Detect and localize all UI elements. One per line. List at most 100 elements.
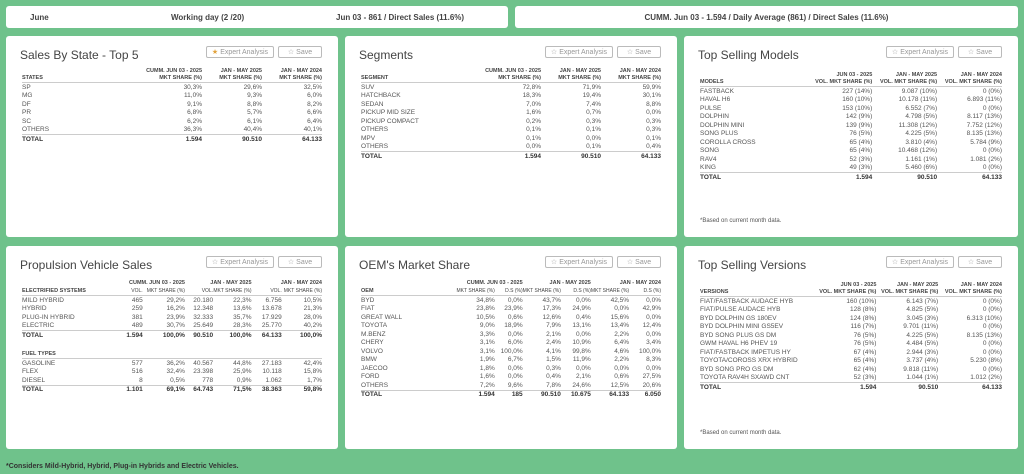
col-header: JAN - MAY 2024 (619, 279, 661, 286)
cell-value: 4.798 (5%) (905, 113, 938, 121)
cell-value: 1.012 (2%) (970, 374, 1002, 382)
cell-value: 69,1% (142, 384, 185, 394)
cell-value: 6,2% (187, 117, 202, 125)
col-header: CUMM. JUN 03 - 2025 (129, 279, 185, 286)
row-label: BYD SONG PLUS GS DM (700, 331, 777, 339)
expert-analysis-button[interactable]: ★ Expert Analysis (206, 46, 274, 58)
cell-value: 25.649 (193, 322, 214, 330)
cell-value: 0,3% (646, 117, 661, 125)
row-label: TOYOTA RAV4H SXAWD CNT (700, 374, 790, 382)
cell-value: 0 (0%) (982, 340, 1002, 348)
cell-value: 465 (131, 296, 143, 304)
cell-value: 516 (131, 368, 143, 376)
cell-value: 9.701 (11%) (903, 323, 939, 331)
col-header: JAN - MAY 2025 MKT SHARE (%) (202, 68, 262, 83)
cell-value: 1.594 (819, 382, 877, 392)
expert-analysis-button[interactable]: ☆ Expert Analysis (886, 46, 954, 58)
cell-value: 116 (7%) (850, 323, 877, 331)
cell-value: 13,1% (572, 322, 591, 330)
cell-value: 142 (9%) (845, 113, 873, 121)
cell-value: 11,0% (184, 92, 202, 100)
cell-value: 30,1% (642, 92, 661, 100)
cell-value: 65 (4%) (849, 147, 873, 155)
cell-value: 1.594 (118, 330, 143, 340)
cell-value: 25,9% (233, 368, 252, 376)
cell-value: 6.050 (629, 389, 661, 399)
cell-value: 1.594 (481, 151, 541, 161)
row-label: FIAT/PULSE AUDACE HYB (700, 306, 781, 314)
propulsion-panel: Propulsion Vehicle Sales ☆ Expert Analysi… (6, 246, 338, 449)
table-row: MPV 0,1% 0,0% 0,1% (361, 134, 661, 143)
cell-value: 381 (131, 313, 143, 321)
share-header: MKT SHARE (%) (456, 286, 495, 296)
row-label: SP (22, 83, 31, 91)
cell-value: 12.348 (193, 305, 214, 313)
cell-value: 0,1% (646, 134, 661, 142)
cell-value: 227 (14%) (842, 87, 873, 95)
save-label: Save (976, 48, 993, 56)
cell-value: 0,0% (586, 134, 601, 142)
total-row: TOTAL 1.594 185 90.510 10.675 64.133 6.050 (361, 389, 661, 399)
cell-value: 32.333 (193, 313, 214, 321)
table-row: SONG PLUS 76 (5%) 4.225 (5%) 8.135 (13%) (700, 130, 1002, 139)
expert-analysis-button[interactable]: ☆ Expert Analysis (206, 256, 274, 268)
cell-value: 29,6% (243, 83, 262, 91)
cell-value: 40.567 (193, 359, 214, 367)
cell-value: 0 (0%) (982, 147, 1002, 155)
save-button[interactable]: ☆ Save (278, 256, 322, 268)
cell-value: 23,8% (476, 305, 495, 313)
row-label: SONG (700, 147, 720, 155)
cell-value: 7,2% (479, 381, 495, 389)
row-label: TOYOTA/COROSS XRX HYBRID (700, 357, 798, 365)
save-button[interactable]: ☆ Save (617, 46, 661, 58)
panel-title: Top Selling Versions (698, 258, 807, 272)
cell-value: 32,5% (303, 83, 322, 91)
expert-label: Expert Analysis (220, 48, 269, 56)
table-row: M.BENZ 3,3% 0,0% 2,1% 0,0% 2,2% 0,0% (361, 330, 661, 339)
cell-value: 4,6% (614, 347, 630, 355)
cell-value: 100,0% (213, 330, 252, 340)
table-row: OTHERS 36,3% 40,4% 40,1% (22, 126, 322, 135)
cell-value: 0,9% (236, 376, 252, 384)
save-button[interactable]: ☆ Save (617, 256, 661, 268)
expert-label: Expert Analysis (220, 258, 269, 266)
save-button[interactable]: ☆ Save (958, 46, 1002, 58)
cell-value: 100,0% (500, 347, 523, 355)
vol-header: VOL. (118, 286, 143, 296)
cell-value: 19,4% (582, 92, 601, 100)
expert-analysis-button[interactable]: ☆ Expert Analysis (886, 256, 954, 268)
row-label: OTHERS (361, 381, 389, 389)
cell-value: 44,8% (233, 359, 252, 367)
cell-value: 2,1% (576, 373, 591, 381)
col-header: JAN - MAY 2024 (280, 279, 322, 286)
expert-analysis-button[interactable]: ☆ Expert Analysis (545, 256, 613, 268)
row-label: CHERY (361, 339, 384, 347)
row-label: TOTAL (361, 151, 481, 161)
cell-value: 9.087 (10%) (901, 87, 938, 95)
col-header: JAN - MAY 2025 (210, 279, 252, 286)
table-row: SC 6,2% 6,1% 6,4% (22, 117, 322, 126)
cell-value: 52 (3%) (853, 374, 877, 382)
cell-value: 7,4% (586, 100, 601, 108)
cell-value: 32,4% (166, 368, 185, 376)
col-header: CUMM. JUN 03 - 2025 MKT SHARE (%) (142, 68, 202, 83)
cell-value: 64.743 (184, 384, 214, 394)
working-day-label: Working day (2 /20) (171, 12, 245, 22)
cell-value: 30,3% (183, 83, 202, 91)
cell-value: 4,1% (546, 347, 561, 355)
table-row: SEDAN 7,0% 7,4% 8,8% (361, 100, 661, 109)
save-label: Save (635, 48, 652, 56)
cell-value: 6,4% (614, 339, 630, 347)
save-button[interactable]: ☆ Save (958, 256, 1002, 268)
save-button[interactable]: ☆ Save (278, 46, 322, 58)
segments-table: SEGMENT CUMM. JUN 03 - 2025 MKT SHARE (%)… (361, 68, 661, 161)
cell-value: 6,6% (307, 109, 322, 117)
table-row: MG 11,0% 9,3% 6,0% (22, 92, 322, 101)
expert-analysis-button[interactable]: ☆ Expert Analysis (545, 46, 613, 58)
oem-panel: OEM's Market Share ☆ Expert Analysis ☆ Sav… (345, 246, 677, 449)
cell-value: 0,4% (546, 373, 561, 381)
cell-value: 0,0% (646, 296, 661, 304)
cell-value: 577 (131, 359, 143, 367)
table-row: FIAT 23,8% 23,9% 17,3% 24,9% 0,0% 42,9% (361, 305, 661, 314)
star-outline-icon: ☆ (967, 259, 975, 266)
